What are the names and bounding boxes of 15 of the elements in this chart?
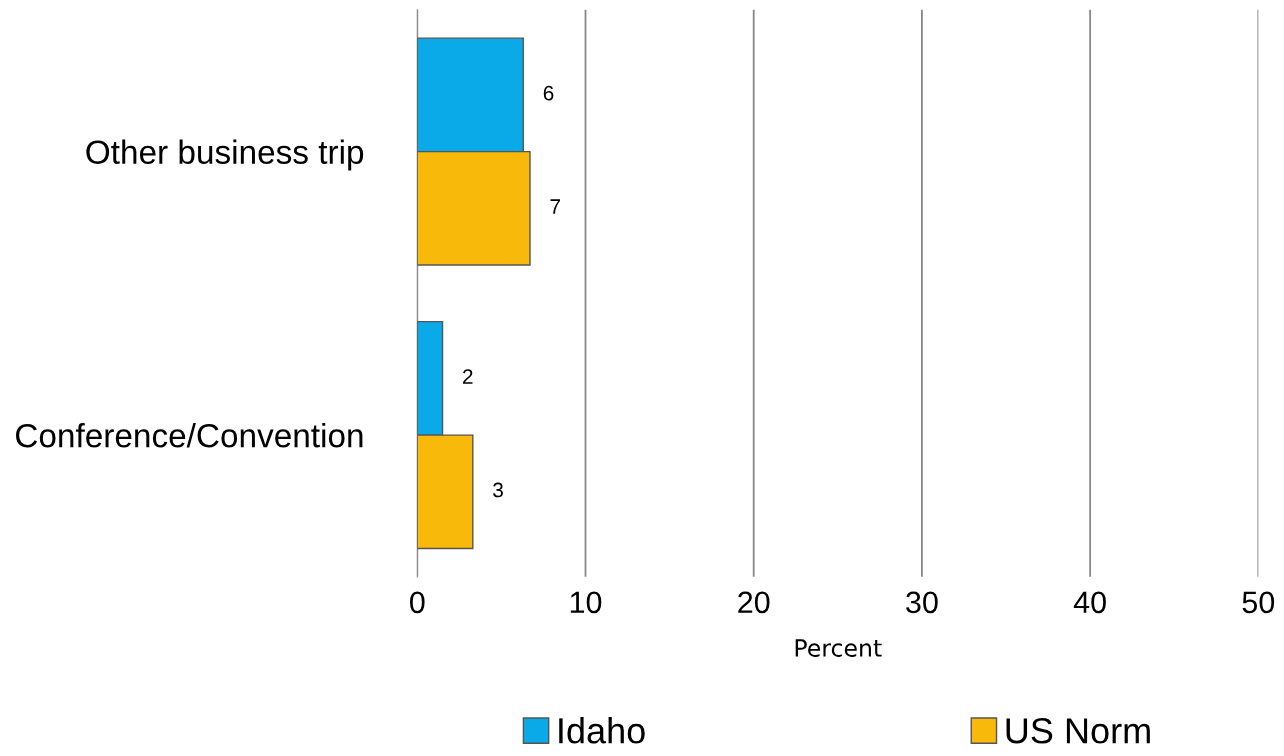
data-label: 2 [463,369,473,384]
x-tick-label: 40 [1073,591,1106,614]
y-tick-label: Conference/Convention [16,423,363,448]
legend-label: Idaho [559,717,645,744]
x-tick-label: 50 [1242,591,1275,614]
data-label: 3 [493,482,503,498]
x-tick-label: 0 [410,591,425,614]
data-label: 6 [543,85,554,101]
x-axis-title: Percent [795,639,882,657]
x-tick-label: 10 [570,591,602,614]
x-tick-label: 20 [738,591,770,614]
data-label: 7 [550,199,560,214]
y-tick-label: Other business trip [86,139,364,171]
legend-label: US Norm [1006,718,1150,744]
x-tick-label: 30 [906,591,938,614]
